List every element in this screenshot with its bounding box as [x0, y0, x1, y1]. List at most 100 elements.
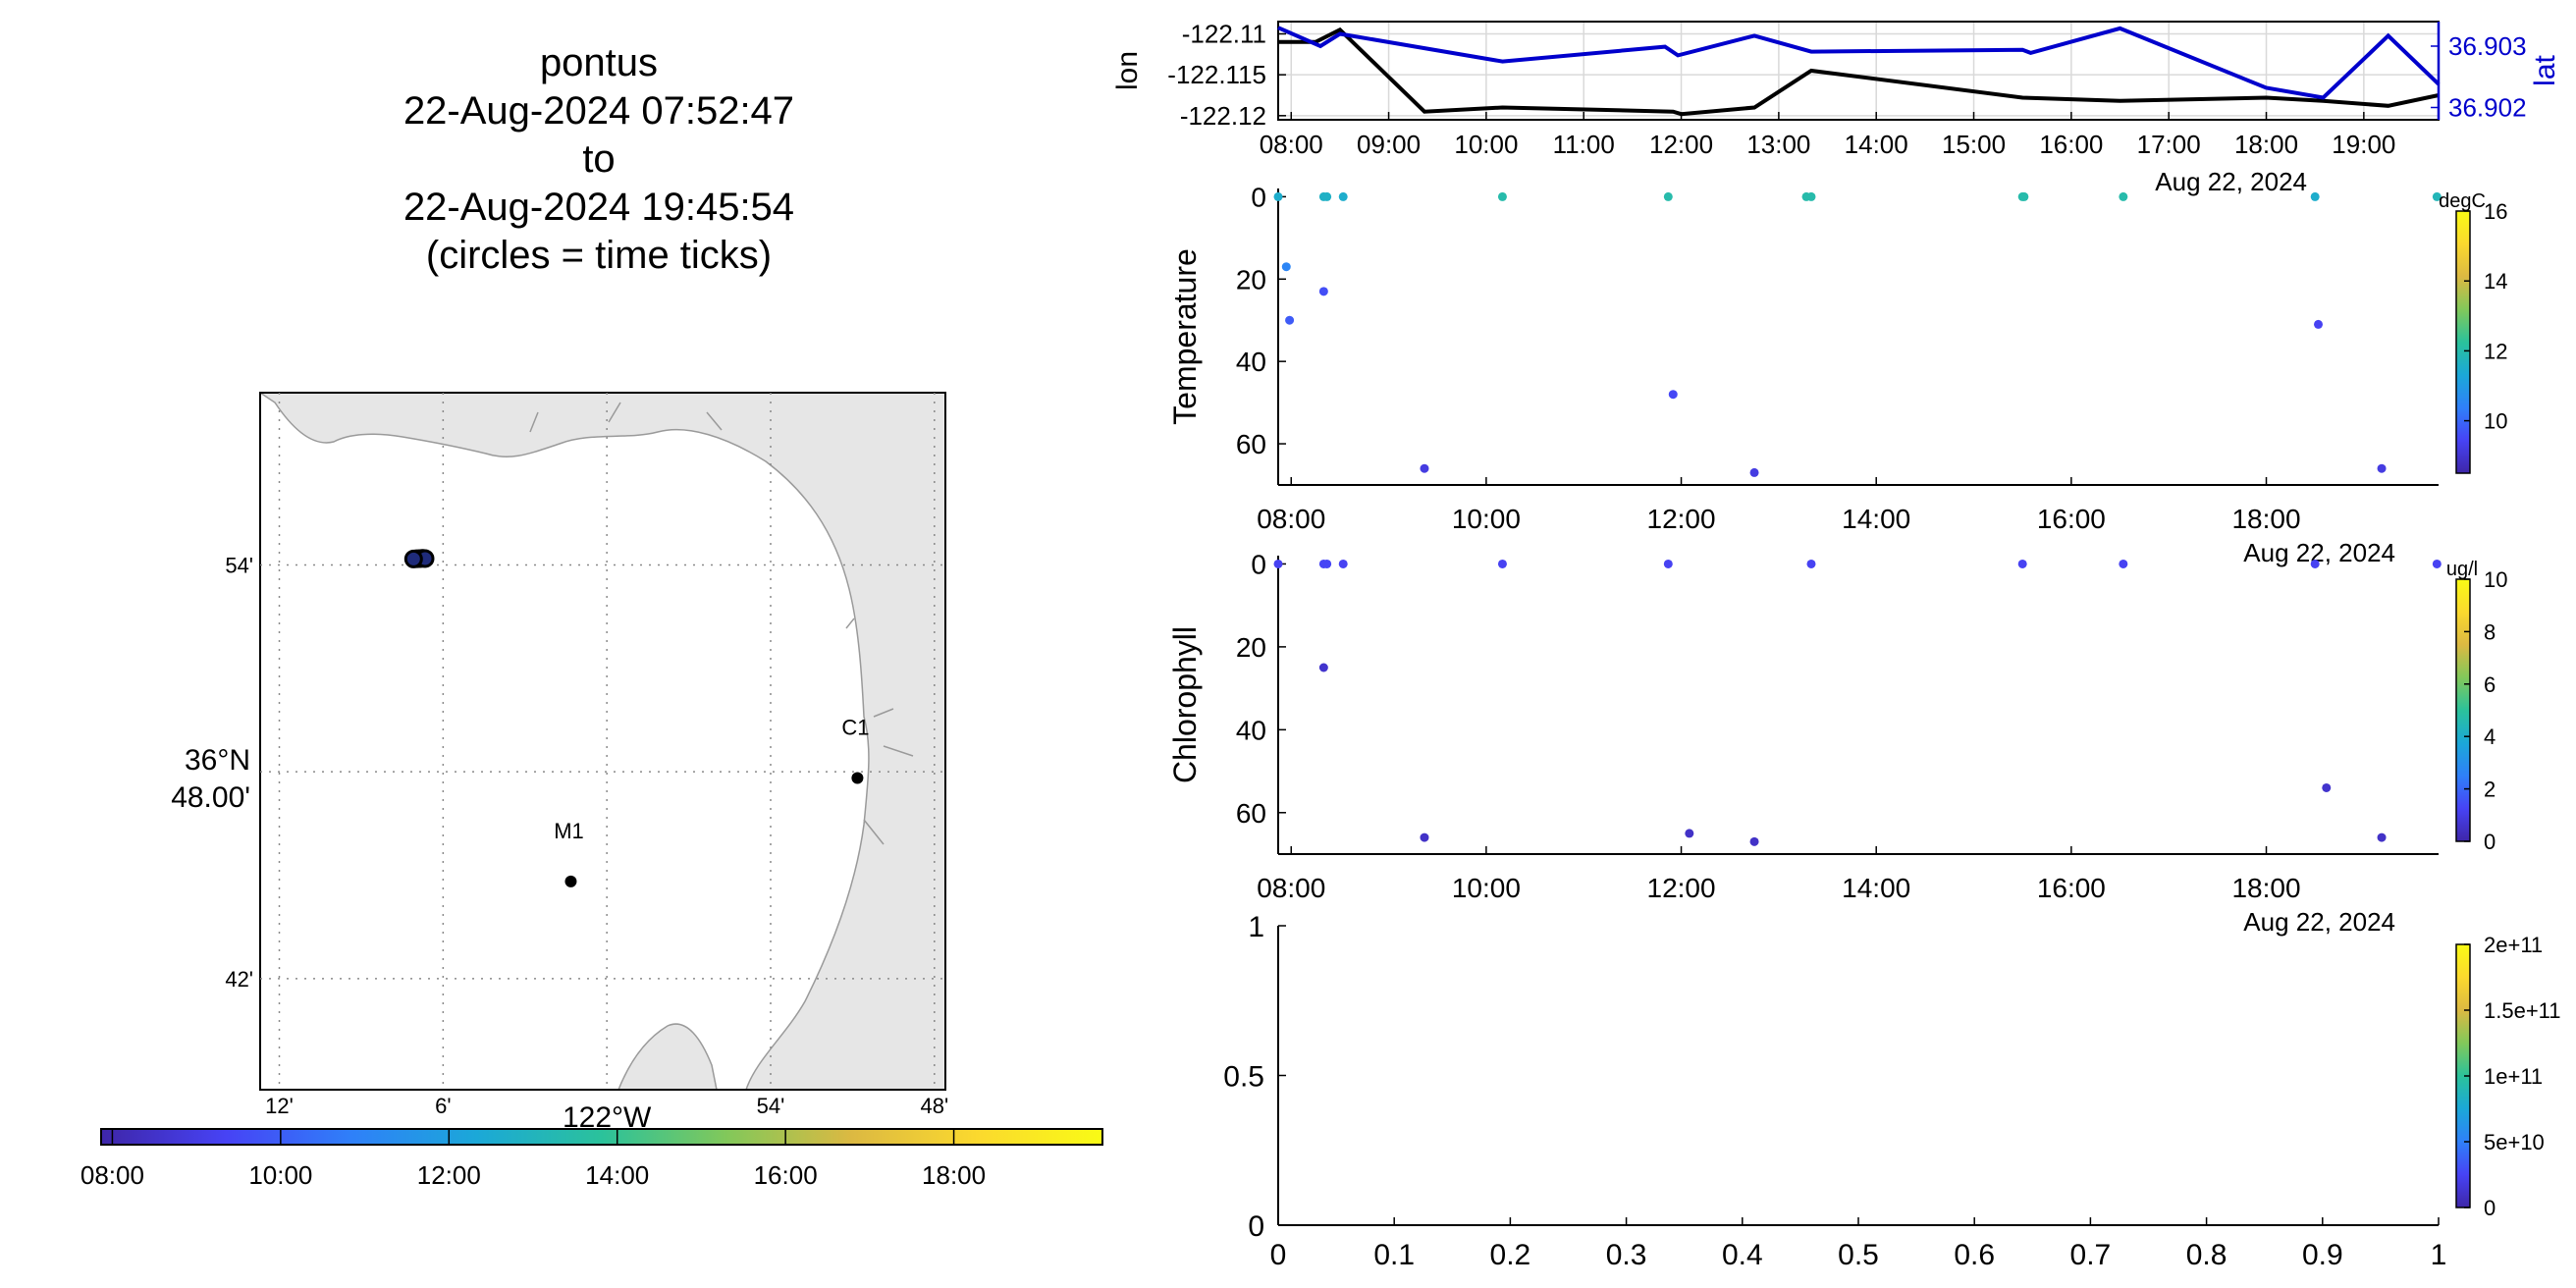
- y-axis-label: Chlorophyll: [1167, 626, 1203, 783]
- data-point: [2119, 191, 2128, 201]
- y-axis-label: lon: [1111, 51, 1144, 90]
- colorbar-tick-label: 2e+11: [2484, 933, 2543, 957]
- data-point: [1318, 287, 1328, 296]
- data-point: [1663, 191, 1673, 201]
- x-tick-label: 18:00: [2231, 504, 2300, 534]
- lat-tick-label: 48.00': [171, 781, 250, 814]
- colorbar-tick-label: 16: [2484, 199, 2507, 224]
- position-panel: 08:00 09:00 10:00 11:00 12:00 13:00 14:00 15:00…: [1111, 20, 2561, 197]
- data-point: [1338, 191, 1348, 201]
- data-point: [1273, 559, 1283, 568]
- colorbar-tick-label: 08:00: [80, 1160, 144, 1190]
- colorbar-tick-label: 0: [2484, 830, 2496, 854]
- x-tick-label: 16:00: [2037, 504, 2106, 534]
- map-panel: 54'36°N48.00'42'12' 6' 122°W 54' 48' M1 C1: [171, 392, 948, 1134]
- data-point: [2377, 463, 2387, 473]
- x-tick-label: 0.3: [1606, 1239, 1647, 1271]
- data-point: [1281, 262, 1291, 272]
- empty-panel: 0 0.1 0.2 0.3 0.4 0.5 0.6 0.7 0.8 0.9 1 0 0.5 1 2e+11…: [1223, 911, 2560, 1271]
- y-tick-label: 0: [1251, 182, 1266, 212]
- colorbar-tick-label: 8: [2484, 619, 2496, 644]
- x-tick-label: 09:00: [1357, 130, 1421, 159]
- data-point: [1806, 559, 1816, 568]
- coast-detail: [529, 402, 914, 845]
- date-label: Aug 22, 2024: [2243, 538, 2395, 567]
- x-tick-label: 1: [2431, 1239, 2447, 1271]
- legend-note: (circles = time ticks): [425, 234, 773, 277]
- y-tick-label: -122.11: [1182, 20, 1266, 49]
- lon-tick-label: 48': [920, 1094, 948, 1118]
- x-tick-label: 10:00: [1452, 873, 1521, 903]
- x-tick-label: 14:00: [1842, 504, 1910, 534]
- data-point: [1663, 559, 1673, 568]
- station-label: C1: [841, 716, 869, 740]
- y-axis-label: Temperature: [1167, 248, 1203, 425]
- colorbar-tick-label: 12:00: [417, 1160, 481, 1190]
- y2-tick-label: 36.903: [2448, 31, 2527, 61]
- x-tick-label: 08:00: [1257, 504, 1325, 534]
- y-tick-label: 60: [1236, 429, 1266, 459]
- x-tick-label: 0.4: [1722, 1239, 1763, 1271]
- x-tick-label: 0.1: [1373, 1239, 1415, 1271]
- data-point: [2017, 559, 2027, 568]
- y-tick-label: -122.12: [1180, 101, 1266, 131]
- colorbar-tick-label: 0: [2484, 1196, 2496, 1220]
- y-tick-label: 0: [1251, 549, 1266, 579]
- y-tick-label: 0.5: [1223, 1061, 1264, 1094]
- data-point: [2322, 782, 2332, 792]
- colorbar-tick-label: 1e+11: [2484, 1064, 2543, 1089]
- y-tick-label: 40: [1236, 347, 1266, 377]
- x-tick-label: 0: [1270, 1239, 1287, 1271]
- data-point: [2310, 191, 2320, 201]
- station-marker: [564, 875, 577, 887]
- data-point: [1497, 559, 1507, 568]
- date-label: Aug 22, 2024: [2155, 167, 2307, 196]
- y-tick-label: 1: [1248, 911, 1264, 943]
- colorbar-tick-label: 10:00: [248, 1160, 312, 1190]
- x-tick-label: 14:00: [1845, 130, 1908, 159]
- data-point: [1749, 836, 1759, 846]
- time-colorbar-gradient: [100, 1128, 1103, 1146]
- station-label: M1: [554, 819, 584, 843]
- x-tick-label: 10:00: [1454, 130, 1518, 159]
- colorbar-tick-label: 6: [2484, 672, 2496, 697]
- end-time: 22-Aug-2024 19:45:54: [402, 186, 795, 229]
- x-tick-label: 0.8: [2186, 1239, 2227, 1271]
- y-tick-label: 0: [1248, 1210, 1264, 1243]
- data-point: [1749, 467, 1759, 477]
- y-tick-label: -122.115: [1167, 60, 1266, 89]
- x-tick-label: 0.2: [1490, 1239, 1531, 1271]
- x-tick-label: 18:00: [2231, 873, 2300, 903]
- data-point: [2019, 191, 2029, 201]
- data-point: [1273, 191, 1283, 201]
- series-lon-line: [1278, 27, 2440, 117]
- map-tick-labels: 54'36°N48.00'42'12' 6' 122°W 54' 48': [171, 553, 948, 1134]
- x-tick-label: 0.7: [2070, 1239, 2112, 1271]
- x-tick-label: 0.6: [1954, 1239, 1995, 1271]
- data-point: [1668, 390, 1678, 400]
- start-time: 22-Aug-2024 07:52:47: [402, 89, 795, 133]
- data-point: [1806, 191, 1816, 201]
- y2-tick-label: 36.902: [2448, 93, 2527, 123]
- data-point: [1685, 829, 1694, 838]
- colorbar-tick-label: 10: [2484, 567, 2507, 592]
- x-tick-label: 19:00: [2332, 130, 2395, 159]
- x-tick-label: 10:00: [1452, 504, 1521, 534]
- vehicle-track: [403, 549, 435, 568]
- colorbar-label: ug/l: [2446, 559, 2478, 580]
- data-point: [1420, 463, 1429, 473]
- y-tick-label: 60: [1236, 798, 1266, 829]
- x-tick-label: 0.9: [2302, 1239, 2343, 1271]
- data-point: [2313, 319, 2323, 329]
- to-word: to: [582, 137, 616, 181]
- chlorophyll-colorbar: [2455, 578, 2471, 842]
- data-point: [1285, 315, 1295, 325]
- data-point: [1338, 559, 1348, 568]
- station-marker: [851, 772, 864, 784]
- x-tick-label: 12:00: [1647, 873, 1716, 903]
- colorbar-tick-label: 2: [2484, 778, 2496, 802]
- data-point: [1318, 663, 1328, 672]
- colorbar-tick-label: 14:00: [585, 1160, 649, 1190]
- x-tick-label: 16:00: [2037, 873, 2106, 903]
- data-point: [2432, 191, 2442, 201]
